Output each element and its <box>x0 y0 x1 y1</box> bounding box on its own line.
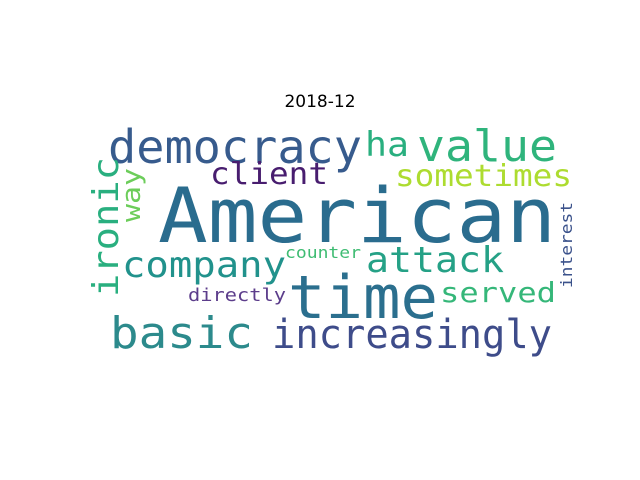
word-interest: interest <box>557 202 576 288</box>
word-sometimes: sometimes <box>395 159 572 194</box>
word-ha: ha <box>365 125 409 165</box>
word-ironic: ironic <box>86 157 127 297</box>
word-increasingly: increasingly <box>272 312 552 358</box>
word-attack: attack <box>366 240 504 281</box>
word-counter: counter <box>285 243 361 262</box>
word-way: way <box>117 168 147 222</box>
word-time: time <box>288 263 438 333</box>
word-served: served <box>440 276 556 309</box>
word-value: value <box>417 121 557 172</box>
word-client: client <box>210 157 328 192</box>
word-democracy: democracy <box>108 120 362 174</box>
word-basic: basic <box>110 308 253 359</box>
word-directly: directly <box>188 285 286 306</box>
word-american: American <box>158 171 556 260</box>
chart-title: 2018-12 <box>284 92 356 112</box>
word-company: company <box>122 245 286 286</box>
